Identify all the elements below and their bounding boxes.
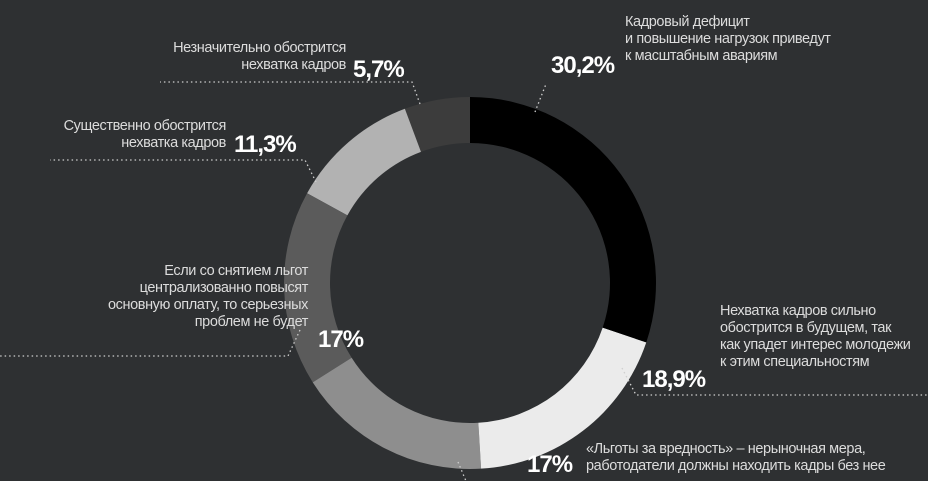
label: Нехватка кадров сильно обострится в буду… (720, 303, 911, 370)
donut-segment (404, 97, 470, 152)
label: Кадровый дефицит и повышение нагрузок пр… (625, 14, 831, 64)
label: «Льготы за вредность» – нерыночная мера,… (586, 441, 886, 474)
value-label: 11,3% (234, 131, 297, 158)
label: Если со снятием льгот централизованно по… (107, 263, 308, 330)
leader (534, 83, 547, 113)
leader (50, 159, 317, 183)
value-label: 5,7% (353, 56, 405, 83)
leader (621, 367, 928, 396)
value-label: 17% (318, 326, 364, 353)
donut-segment (284, 193, 352, 383)
value-label: 17% (527, 451, 573, 478)
leader (0, 329, 301, 357)
donut-segment (478, 327, 647, 469)
leader (457, 461, 467, 481)
donut-segment (470, 97, 656, 343)
label: Существенно обострится нехватка кадров (63, 118, 227, 151)
value-label: 30,2% (551, 52, 615, 79)
donut-segment (307, 108, 421, 216)
label: Незначительно обострится нехватка кадров (173, 40, 346, 73)
leader (160, 81, 421, 105)
value-label: 18,9% (642, 366, 706, 393)
donut-segment (312, 357, 482, 470)
